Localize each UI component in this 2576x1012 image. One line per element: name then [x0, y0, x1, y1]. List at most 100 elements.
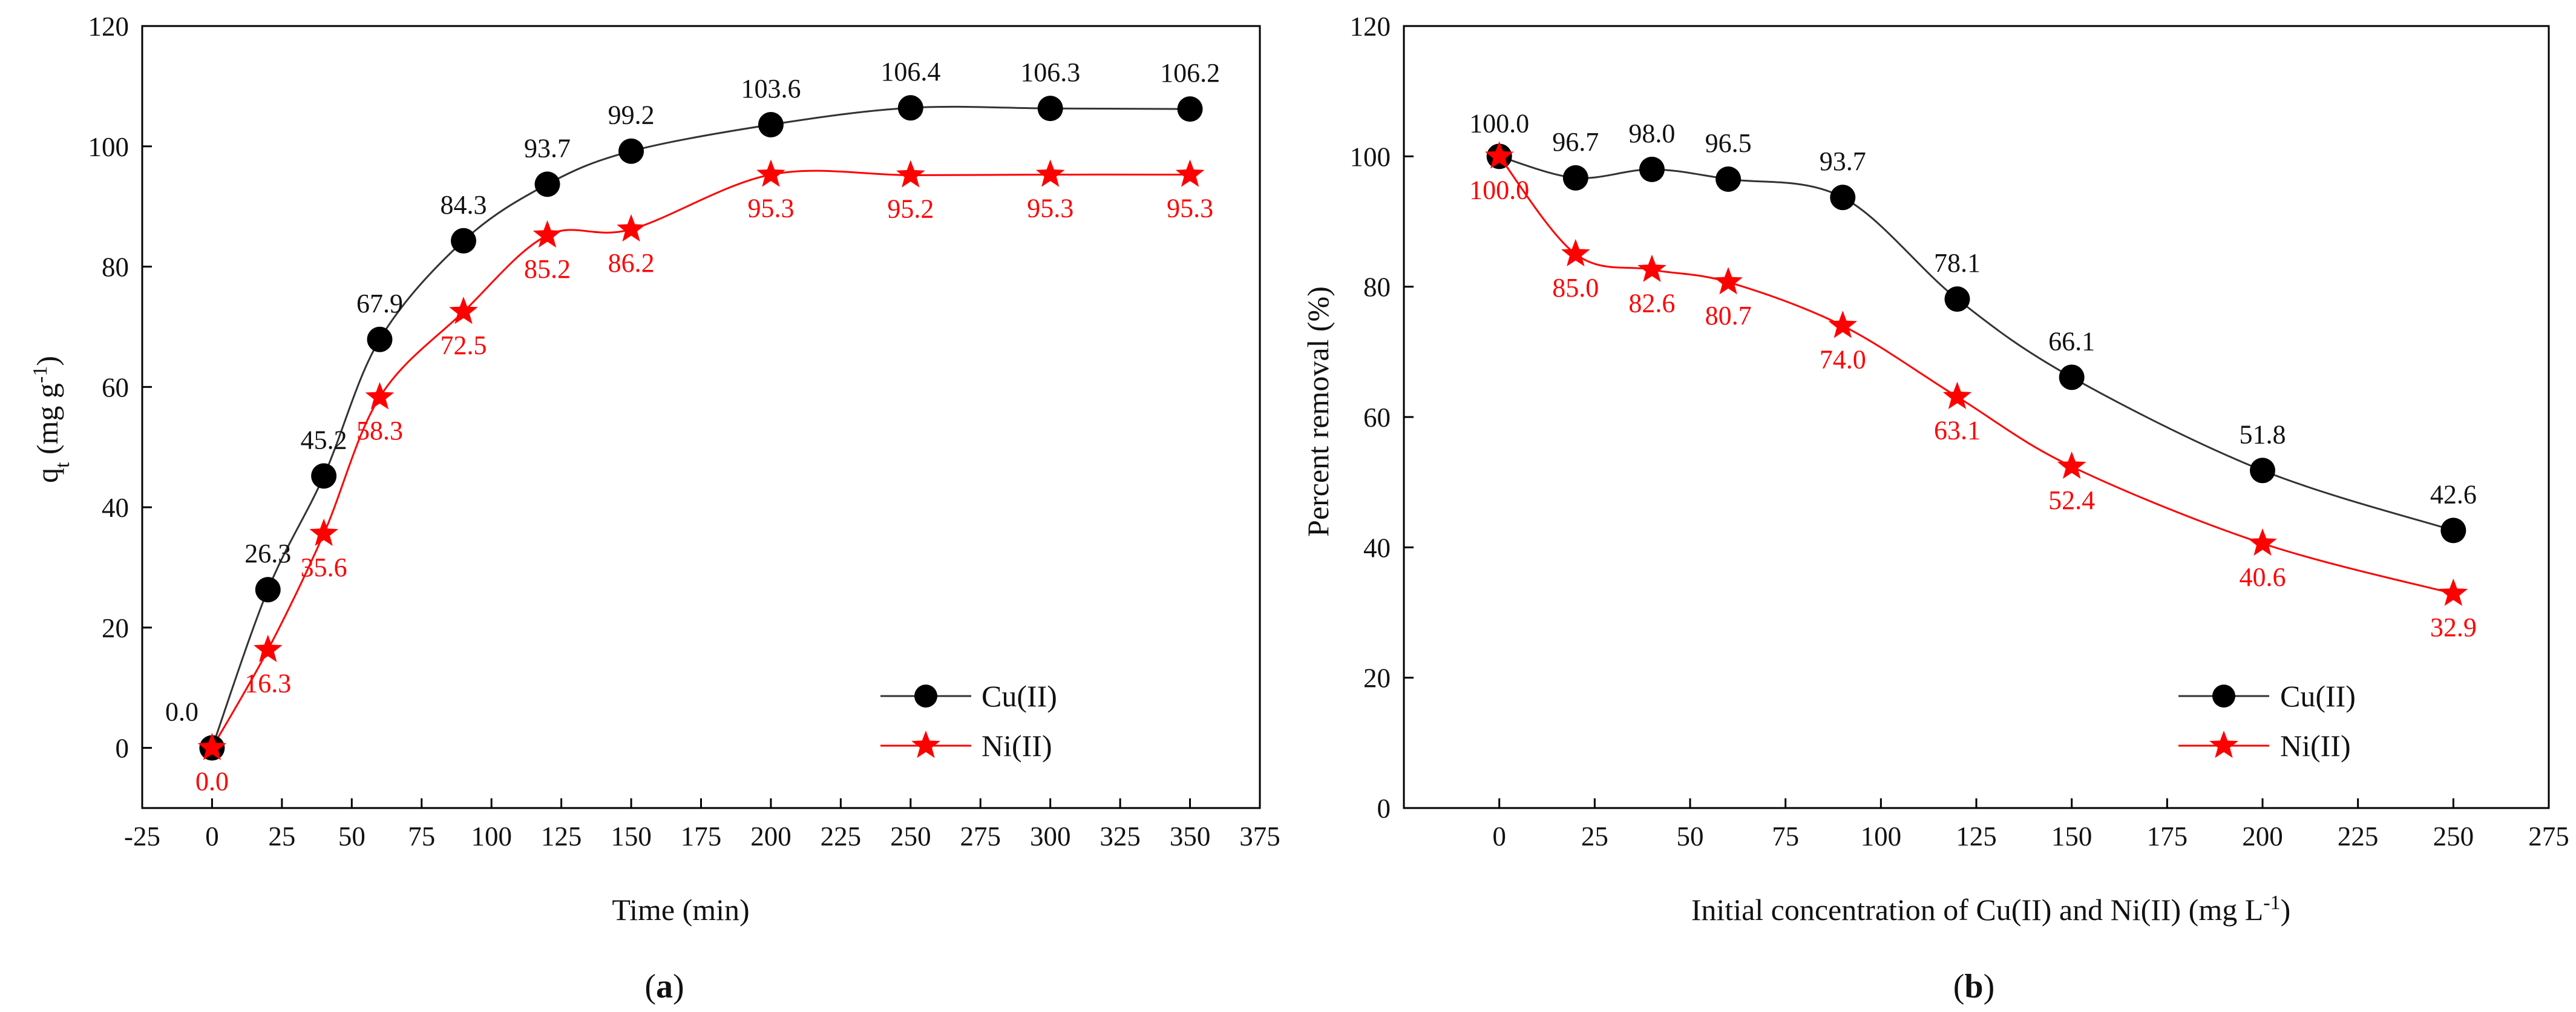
legend-label: Ni(II) [982, 729, 1052, 763]
data-point-ni [1714, 267, 1743, 295]
data-label-cu: 106.4 [880, 57, 940, 87]
data-label-ni: 95.3 [1027, 193, 1073, 223]
panel-b-label: (b) [1953, 968, 1994, 1005]
legend-circle-marker [914, 685, 937, 708]
y-tick-label: 100 [88, 132, 129, 162]
legend-label: Cu(II) [2280, 679, 2356, 713]
data-label-cu: 106.3 [1020, 58, 1080, 87]
panel-a-label: (a) [644, 968, 684, 1005]
data-point-cu [897, 95, 923, 121]
data-point-cu [1562, 165, 1588, 191]
y-tick-label: 60 [1363, 402, 1391, 433]
series-line-cu [1499, 155, 2454, 531]
panel-a-legend: Cu(II) Ni(II) [880, 679, 1057, 763]
x-tick-label: 200 [2242, 821, 2283, 852]
panel-a-plot-frame [141, 25, 1261, 809]
data-label-ni: 58.3 [356, 416, 403, 445]
data-point-ni [1561, 238, 1590, 267]
data-label-cu: 93.7 [1820, 146, 1866, 176]
data-label-ni: 35.6 [301, 553, 347, 582]
data-label-ni: 95.3 [1167, 193, 1213, 223]
panel-b-markers [1484, 141, 2468, 606]
y-tick-label: 120 [1350, 12, 1391, 42]
data-point-cu [367, 326, 393, 352]
data-label-cu: 0.0 [165, 697, 198, 727]
x-tick-label: 150 [611, 821, 652, 852]
data-point-ni [2439, 578, 2468, 606]
panel-b-y-axis-title: Percent removal (%) [1301, 286, 1335, 537]
y-tick-label: 20 [102, 613, 129, 643]
panel-b-legend-ni: Ni(II) [2178, 729, 2351, 763]
data-label-cu: 84.3 [441, 190, 487, 220]
data-label-ni: 85.2 [524, 254, 571, 284]
y-tick-label: 40 [102, 493, 129, 523]
data-label-cu: 78.1 [1934, 248, 1981, 278]
y-tick-label: 0 [116, 734, 129, 764]
data-point-cu [2059, 364, 2085, 390]
y-tick-label: 20 [1363, 663, 1391, 694]
data-point-cu [2440, 518, 2466, 544]
x-tick-label: 225 [821, 821, 862, 852]
x-tick-label: 375 [1239, 821, 1280, 852]
data-label-ni: 95.2 [887, 194, 934, 223]
data-point-cu [534, 171, 560, 197]
data-label-ni: 82.6 [1628, 289, 1675, 318]
y-tick-label: 80 [1363, 272, 1391, 303]
data-point-ni [254, 634, 283, 662]
legend-label: Ni(II) [2280, 729, 2351, 763]
panel-b-curves [1498, 155, 2454, 595]
x-tick-label: 175 [2147, 821, 2188, 852]
data-point-cu [1944, 286, 1970, 312]
data-point-ni [309, 518, 338, 547]
data-point-ni [1484, 141, 1514, 169]
data-point-ni [197, 732, 227, 760]
data-label-ni: 80.7 [1705, 301, 1752, 330]
data-point-cu [451, 228, 477, 254]
data-label-ni: 74.0 [1820, 344, 1866, 374]
data-label-cu: 51.8 [2240, 419, 2286, 449]
panel-a-x-axis-title: Time (min) [612, 893, 749, 927]
x-tick-label: 125 [541, 821, 582, 852]
legend-star-marker [911, 731, 940, 758]
panel-b-data-labels: 100.0 96.7 98.0 96.5 93.7 78.1 66.1 51.8 42.6 100… [1469, 108, 2477, 642]
panel-b-chart: 0 25 50 75 100 125 150 175 200 225 250 275 0 20 40 60 80… [1301, 12, 2569, 1005]
x-tick-label: 150 [2051, 821, 2093, 852]
y-tick-label: 60 [102, 372, 129, 402]
data-label-cu: 96.5 [1705, 128, 1752, 158]
data-point-ni [1035, 159, 1065, 187]
data-point-cu [255, 577, 281, 603]
x-tick-label: -25 [124, 821, 160, 852]
x-tick-label: 225 [2338, 821, 2379, 852]
x-tick-label: 100 [1861, 821, 1902, 852]
data-label-cu: 67.9 [356, 289, 403, 318]
data-point-cu [2250, 458, 2275, 484]
data-label-cu: 45.2 [301, 425, 347, 455]
x-tick-label: 25 [268, 821, 295, 852]
panel-b-ticks: 0 25 50 75 100 125 150 175 200 225 250 275 0 20 40 60 80… [1350, 12, 2569, 852]
x-tick-label: 175 [681, 821, 722, 852]
panel-a-markers [197, 95, 1205, 761]
x-tick-label: 0 [1492, 821, 1506, 852]
data-label-cu: 26.3 [244, 539, 291, 568]
panel-a-chart: -25 0 25 50 75 100 125 150 175 200 225 250 275 300 325… [29, 12, 1280, 1005]
x-tick-label: 250 [2433, 821, 2474, 852]
data-point-ni [533, 220, 562, 248]
panel-a-legend-cu: Cu(II) [880, 679, 1057, 713]
x-tick-label: 350 [1170, 821, 1211, 852]
y-tick-label: 0 [1377, 794, 1391, 824]
x-tick-label: 300 [1030, 821, 1071, 852]
data-point-ni [617, 214, 646, 242]
x-tick-label: 125 [1956, 821, 1997, 852]
data-point-ni [449, 297, 478, 324]
data-point-cu [1830, 185, 1856, 211]
data-label-ni: 63.1 [1934, 416, 1981, 445]
data-point-ni [896, 160, 925, 188]
legend-star-marker [2209, 731, 2238, 758]
data-label-ni: 72.5 [441, 330, 487, 360]
data-point-ni [1637, 254, 1667, 282]
data-point-cu [1177, 96, 1203, 122]
y-tick-label: 100 [1350, 142, 1391, 172]
data-label-cu: 98.0 [1628, 119, 1675, 148]
x-tick-label: 275 [2528, 821, 2569, 852]
data-point-ni [2248, 528, 2277, 556]
